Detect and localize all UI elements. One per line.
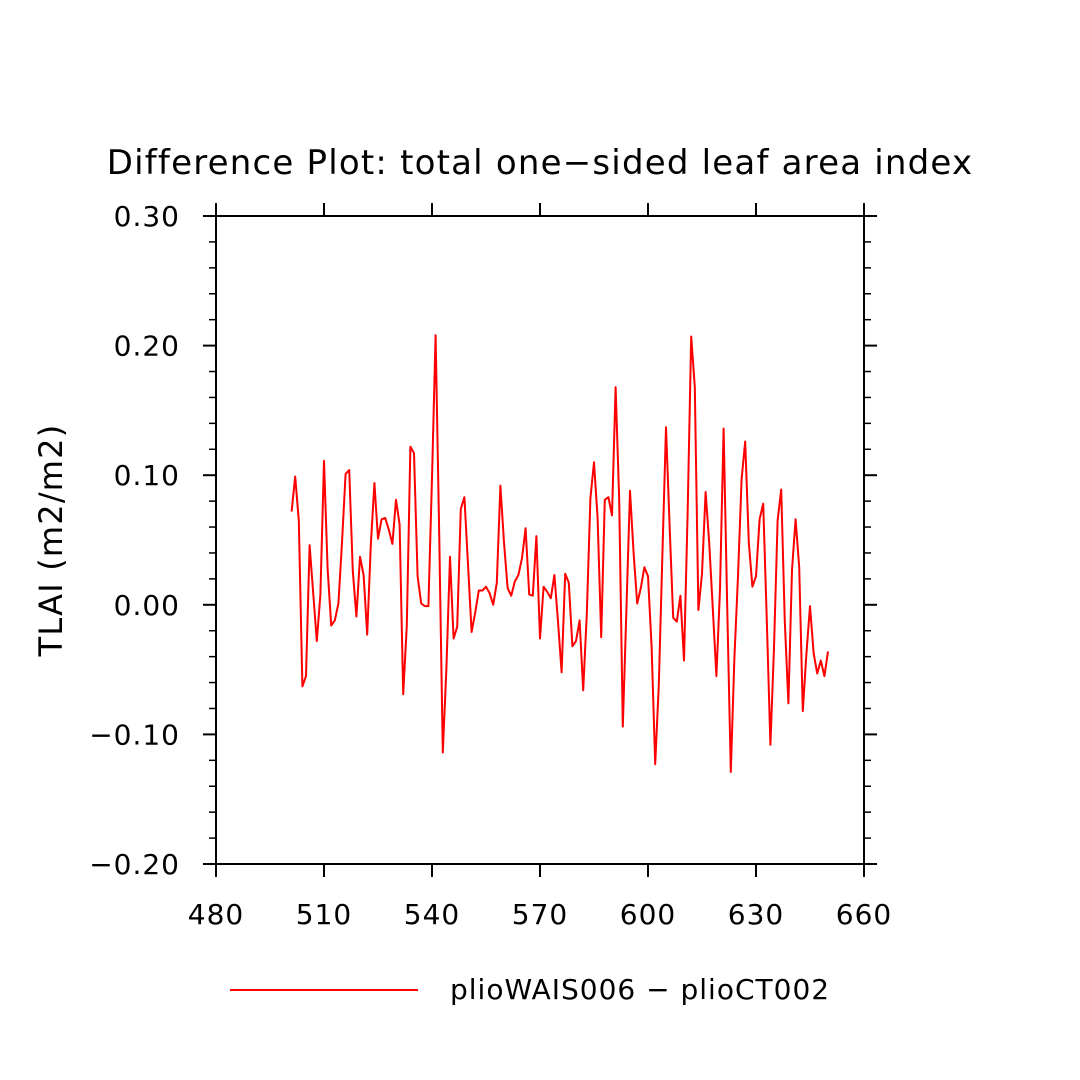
y-axis-label: TLAI (m2/m2): [32, 424, 70, 658]
axis-ticks: [203, 203, 877, 877]
x-tick-label: 660: [836, 898, 892, 931]
x-tick-label: 540: [404, 898, 460, 931]
chart-title: Difference Plot: total one−sided leaf ar…: [107, 143, 974, 183]
y-tick-label: 0.10: [114, 459, 180, 492]
y-tick-label: 0.00: [114, 589, 180, 622]
y-tick-label: 0.20: [114, 330, 180, 363]
y-tick-label: −0.20: [89, 848, 180, 881]
x-tick-label: 480: [188, 898, 244, 931]
series-line: [290, 334, 829, 773]
y-tick-label: 0.30: [114, 200, 180, 233]
x-tick-labels: 480 510 540 570 600 630 660: [188, 898, 892, 931]
legend: plioWAIS006 − plioCT002: [230, 973, 830, 1006]
x-tick-label: 510: [296, 898, 352, 931]
y-tick-label: −0.10: [89, 718, 180, 751]
plot-frame: [215, 215, 865, 865]
y-tick-labels: −0.20 −0.10 0.00 0.10 0.20 0.30: [89, 200, 180, 881]
x-tick-label: 600: [620, 898, 676, 931]
legend-label: plioWAIS006 − plioCT002: [450, 973, 830, 1006]
series-layer: [290, 334, 829, 773]
x-tick-label: 570: [512, 898, 568, 931]
x-tick-label: 630: [728, 898, 784, 931]
